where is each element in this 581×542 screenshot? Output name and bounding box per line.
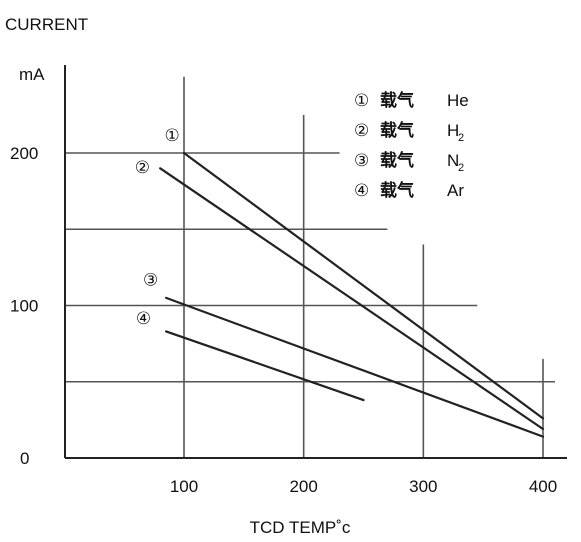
y-tick-label-0: 0 xyxy=(20,449,29,468)
series-marker-4: ④ xyxy=(136,309,151,328)
series-markers: ①② ③ ④ xyxy=(135,126,180,328)
legend-carrier-label: 载气 xyxy=(380,180,414,200)
legend-marker: ③ xyxy=(354,151,369,170)
legend-gas-label: Ar xyxy=(447,181,464,200)
legend: ① 载气 He② 载气 H2③ 载气 N2④ 载气 Ar xyxy=(354,90,469,200)
legend-marker: ① xyxy=(354,91,369,110)
legend-entry-1: ① 载气 He xyxy=(354,90,469,110)
legend-gas-label: H xyxy=(447,121,459,140)
series-marker-2: ② xyxy=(135,158,150,177)
legend-entry-3: ③ 载气 N2 xyxy=(354,150,464,174)
x-tick-label-400: 400 xyxy=(529,477,557,496)
series-lines xyxy=(159,151,545,438)
legend-gas-label: N xyxy=(447,151,459,170)
y-axis-title: CURRENT xyxy=(5,15,88,34)
legend-marker: ④ xyxy=(354,181,369,200)
legend-gas-subscript: 2 xyxy=(458,162,464,174)
tick-labels: 100 200 300 400 0 100 200 xyxy=(10,144,557,496)
legend-carrier-label: 载气 xyxy=(380,90,414,110)
legend-gas-subscript: 2 xyxy=(458,132,464,144)
x-tick-label-200: 200 xyxy=(289,477,317,496)
y-tick-label-100: 100 xyxy=(10,297,38,316)
series-line-4 xyxy=(165,330,365,402)
y-axis-unit: mA xyxy=(19,65,45,84)
y-tick-label-200: 200 xyxy=(10,144,38,163)
legend-marker: ② xyxy=(354,121,369,140)
series-line-2 xyxy=(159,167,545,431)
grid-lines xyxy=(65,76,555,458)
series-marker-1: ① xyxy=(164,126,179,145)
series-marker-3: ③ xyxy=(143,271,158,290)
axes xyxy=(64,65,567,459)
legend-entry-2: ② 载气 H2 xyxy=(354,120,464,144)
series-line-1 xyxy=(182,151,545,420)
legend-carrier-label: 载气 xyxy=(380,120,414,140)
legend-entry-4: ④ 载气 Ar xyxy=(354,180,464,200)
legend-carrier-label: 载气 xyxy=(380,150,414,170)
series-line-3 xyxy=(165,296,545,438)
x-axis-title: TCD TEMP˚c xyxy=(250,518,351,537)
x-tick-label-300: 300 xyxy=(409,477,437,496)
legend-gas-label: He xyxy=(447,91,469,110)
x-tick-label-100: 100 xyxy=(170,477,198,496)
